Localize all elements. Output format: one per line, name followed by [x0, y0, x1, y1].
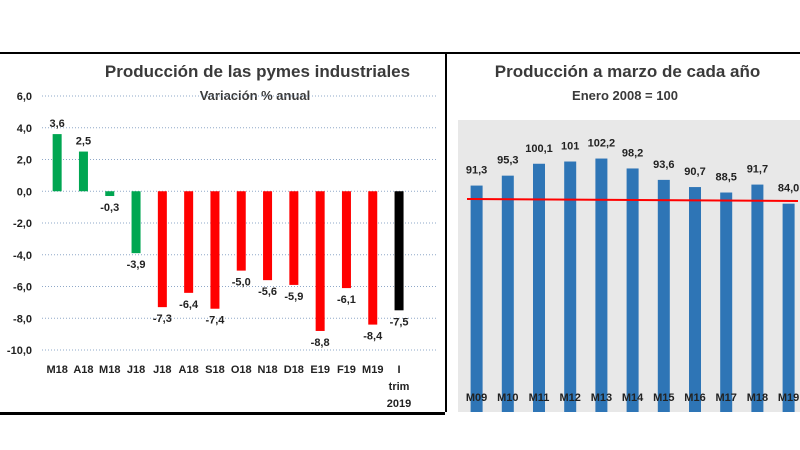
bar — [595, 158, 608, 412]
bottom-rule — [0, 412, 445, 415]
x-tick-label: M09 — [466, 392, 487, 404]
data-label: 91,3 — [466, 165, 487, 177]
x-tick-label: M18 — [747, 392, 768, 404]
data-label: 88,5 — [715, 172, 736, 184]
bar — [470, 185, 483, 412]
x-tick-label: E19 — [310, 364, 330, 376]
data-label: -3,9 — [127, 259, 146, 271]
bar — [533, 163, 545, 412]
data-label: 98,2 — [622, 147, 643, 159]
data-label: -8,4 — [363, 331, 383, 343]
x-tick-label: F19 — [337, 364, 356, 376]
bar — [689, 187, 701, 412]
data-label: -5,9 — [284, 291, 303, 303]
bar — [78, 151, 88, 192]
bar — [131, 191, 141, 254]
y-tick-label: -4,0 — [13, 250, 32, 262]
bar — [289, 191, 299, 285]
data-label: 101 — [561, 141, 579, 153]
bar — [341, 191, 351, 289]
y-tick-label: -8,0 — [13, 313, 32, 325]
data-label: 84,0 — [778, 183, 799, 195]
data-label: -6,1 — [337, 294, 356, 306]
x-tick-label: S18 — [205, 364, 225, 376]
data-label: 95,3 — [497, 155, 518, 167]
y-tick-label: -6,0 — [13, 282, 32, 294]
bar — [657, 179, 670, 412]
data-label: -8,8 — [311, 337, 330, 349]
data-label: 90,7 — [684, 166, 705, 178]
bar — [210, 191, 220, 309]
bar — [564, 161, 577, 412]
x-tick-label: trim — [389, 381, 410, 393]
bar — [720, 192, 733, 412]
x-tick-label: D18 — [284, 364, 304, 376]
left-chart-subtitle: Variación % anual — [199, 88, 311, 103]
top-rule — [0, 52, 800, 54]
left-chart-title: Producción de las pymes industriales — [104, 62, 411, 81]
data-label: 100,1 — [525, 143, 553, 155]
x-tick-label: M13 — [591, 392, 612, 404]
bar — [315, 191, 325, 331]
left-chart-panel — [0, 54, 447, 412]
data-label: -5,0 — [232, 277, 251, 289]
right-chart-subtitle: Enero 2008 = 100 — [572, 88, 678, 103]
x-tick-label: M19 — [778, 392, 799, 404]
x-tick-label: M16 — [684, 392, 705, 404]
bar — [263, 191, 273, 281]
x-tick-label: M17 — [715, 392, 736, 404]
data-label: -5,6 — [258, 286, 277, 298]
y-tick-label: 0,0 — [17, 186, 32, 198]
bar — [501, 175, 514, 412]
bar — [751, 184, 764, 412]
data-label: -0,3 — [100, 202, 119, 214]
y-tick-label: -10,0 — [7, 345, 32, 357]
y-tick-label: 4,0 — [17, 123, 32, 135]
bar — [368, 191, 378, 325]
data-label: 102,2 — [588, 138, 616, 150]
x-tick-label: M19 — [362, 364, 383, 376]
x-tick-label: M11 — [529, 392, 550, 404]
y-tick-label: 2,0 — [17, 155, 32, 167]
x-tick-label: O18 — [231, 364, 252, 376]
bar — [52, 134, 62, 192]
y-tick-label: -2,0 — [13, 218, 32, 230]
right-chart-title: Producción a marzo de cada año — [494, 62, 761, 81]
reference-line — [466, 198, 799, 202]
data-label: 91,7 — [747, 164, 768, 176]
x-tick-label: A18 — [73, 364, 93, 376]
bar — [157, 191, 167, 308]
x-tick-label: 2019 — [387, 398, 411, 410]
y-tick-label: 6,0 — [17, 91, 32, 103]
x-tick-label: A18 — [179, 364, 199, 376]
x-tick-label: M12 — [559, 392, 580, 404]
data-label: -7,3 — [153, 313, 172, 325]
bar — [626, 168, 639, 412]
data-label: 93,6 — [653, 159, 674, 171]
data-label: -7,4 — [205, 315, 225, 327]
x-tick-label: J18 — [127, 364, 145, 376]
bar — [105, 191, 115, 197]
data-label: -6,4 — [179, 299, 199, 311]
x-tick-label: M15 — [653, 392, 674, 404]
x-tick-label: M10 — [497, 392, 518, 404]
data-label: 2,5 — [76, 136, 91, 148]
x-tick-label: N18 — [257, 364, 277, 376]
x-tick-label: M18 — [46, 364, 67, 376]
bar — [184, 191, 194, 293]
data-label: -7,5 — [390, 316, 409, 328]
x-tick-label: I — [398, 364, 401, 376]
x-tick-label: M18 — [99, 364, 120, 376]
x-tick-label: J18 — [153, 364, 171, 376]
bar — [236, 191, 246, 271]
bar — [782, 203, 795, 412]
data-label: 3,6 — [50, 118, 65, 130]
x-tick-label: M14 — [622, 392, 644, 404]
bar — [394, 191, 404, 311]
